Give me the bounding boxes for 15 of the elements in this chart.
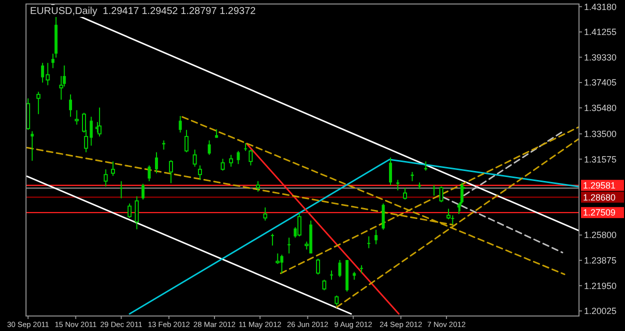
y-tick-label: 1.37405 (584, 78, 617, 88)
y-tick-label: 1.20025 (584, 306, 617, 316)
y-tick-label: 1.39330 (584, 52, 617, 62)
ref-line-label: 1.29581 (583, 180, 616, 190)
y-tick-label: 1.31575 (584, 154, 617, 164)
ref-line-label: 1.27509 (583, 208, 616, 218)
y-tick-label: 1.41255 (584, 27, 617, 38)
y-tick-label: 1.33500 (584, 128, 617, 139)
y-tick-label: 1.43180 (584, 2, 617, 12)
y-tick-label: 1.35480 (584, 102, 617, 113)
y-tick-label: 1.21950 (584, 280, 617, 291)
chart-title: EURUSD,Daily 1.29417 1.29452 1.28797 1.29372 (30, 6, 256, 17)
y-tick-label: 1.23875 (584, 255, 617, 266)
y-tick-label: 1.25800 (584, 230, 617, 240)
ref-line-label: 1.28680 (583, 192, 616, 202)
